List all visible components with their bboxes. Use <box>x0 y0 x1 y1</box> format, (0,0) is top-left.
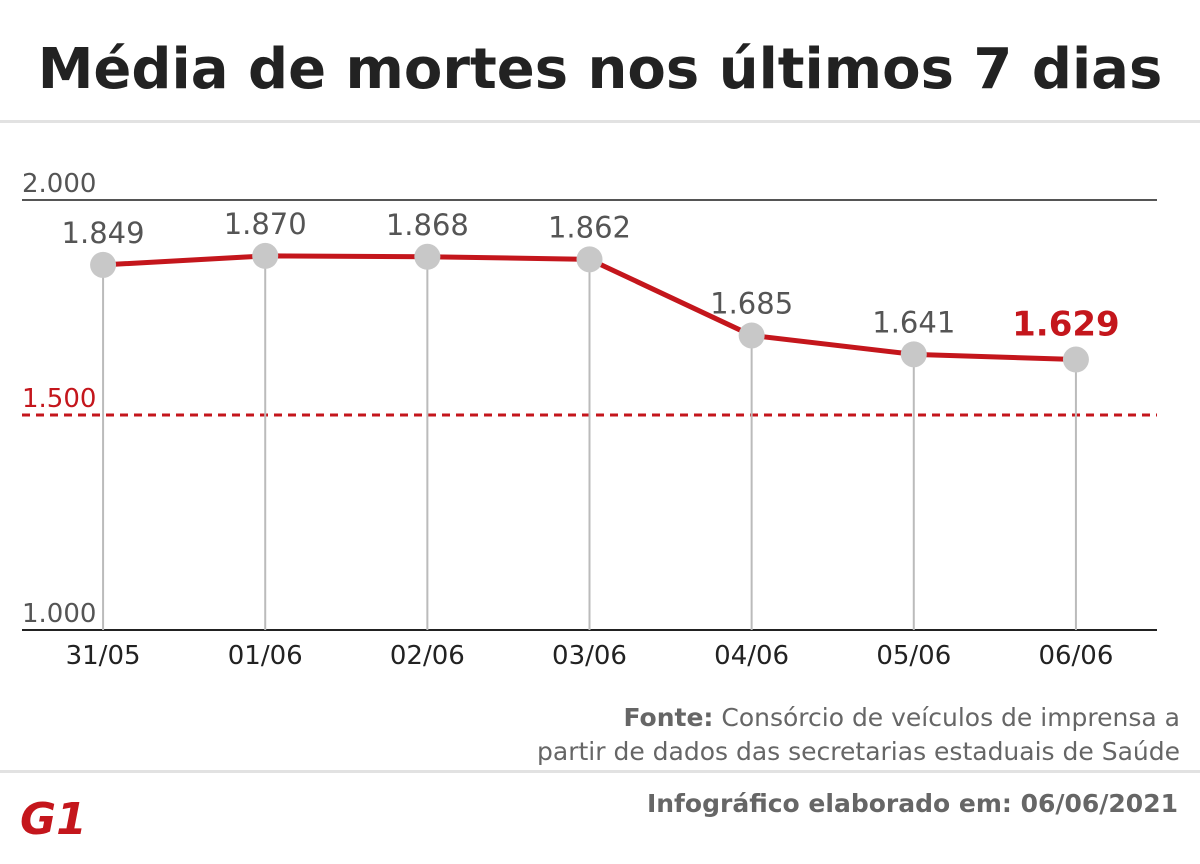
marker <box>1062 346 1089 373</box>
y-tick-label: 2.000 <box>22 169 96 199</box>
source-line: Consórcio de veículos de imprensa a <box>721 703 1180 732</box>
marker <box>252 242 279 269</box>
divider <box>0 120 1200 123</box>
value-label: 1.868 <box>386 208 469 242</box>
divider <box>0 770 1200 773</box>
value-label: 1.870 <box>224 207 307 241</box>
value-label: 1.849 <box>62 216 145 250</box>
marker <box>738 322 765 349</box>
x-tick-label: 04/06 <box>714 641 789 671</box>
source-label: Fonte: <box>623 703 713 732</box>
x-tick-label: 03/06 <box>552 641 627 671</box>
x-tick-label: 01/06 <box>228 641 303 671</box>
x-tick-label: 31/05 <box>66 641 141 671</box>
value-label: 1.685 <box>710 286 793 320</box>
marker <box>90 251 117 278</box>
value-label: 1.629 <box>1012 305 1120 345</box>
y-tick-label: 1.000 <box>22 599 96 629</box>
x-tick-label: 05/06 <box>876 641 951 671</box>
x-tick-label: 02/06 <box>390 641 465 671</box>
marker <box>900 341 927 368</box>
x-tick-label: 06/06 <box>1038 641 1113 671</box>
chart-title: Média de mortes nos últimos 7 dias <box>38 37 1163 102</box>
marker <box>576 246 603 273</box>
value-label: 1.862 <box>548 210 631 244</box>
y-tick-label: 1.500 <box>22 384 96 414</box>
marker <box>414 243 441 270</box>
source-line: partir de dados das secretarias estaduai… <box>537 737 1180 766</box>
logo: G1 <box>20 794 87 845</box>
value-label: 1.641 <box>872 305 955 339</box>
footer: Infográfico elaborado em: 06/06/2021 <box>647 789 1178 818</box>
source: Fonte: Consórcio de veículos de imprensa… <box>623 703 1180 732</box>
